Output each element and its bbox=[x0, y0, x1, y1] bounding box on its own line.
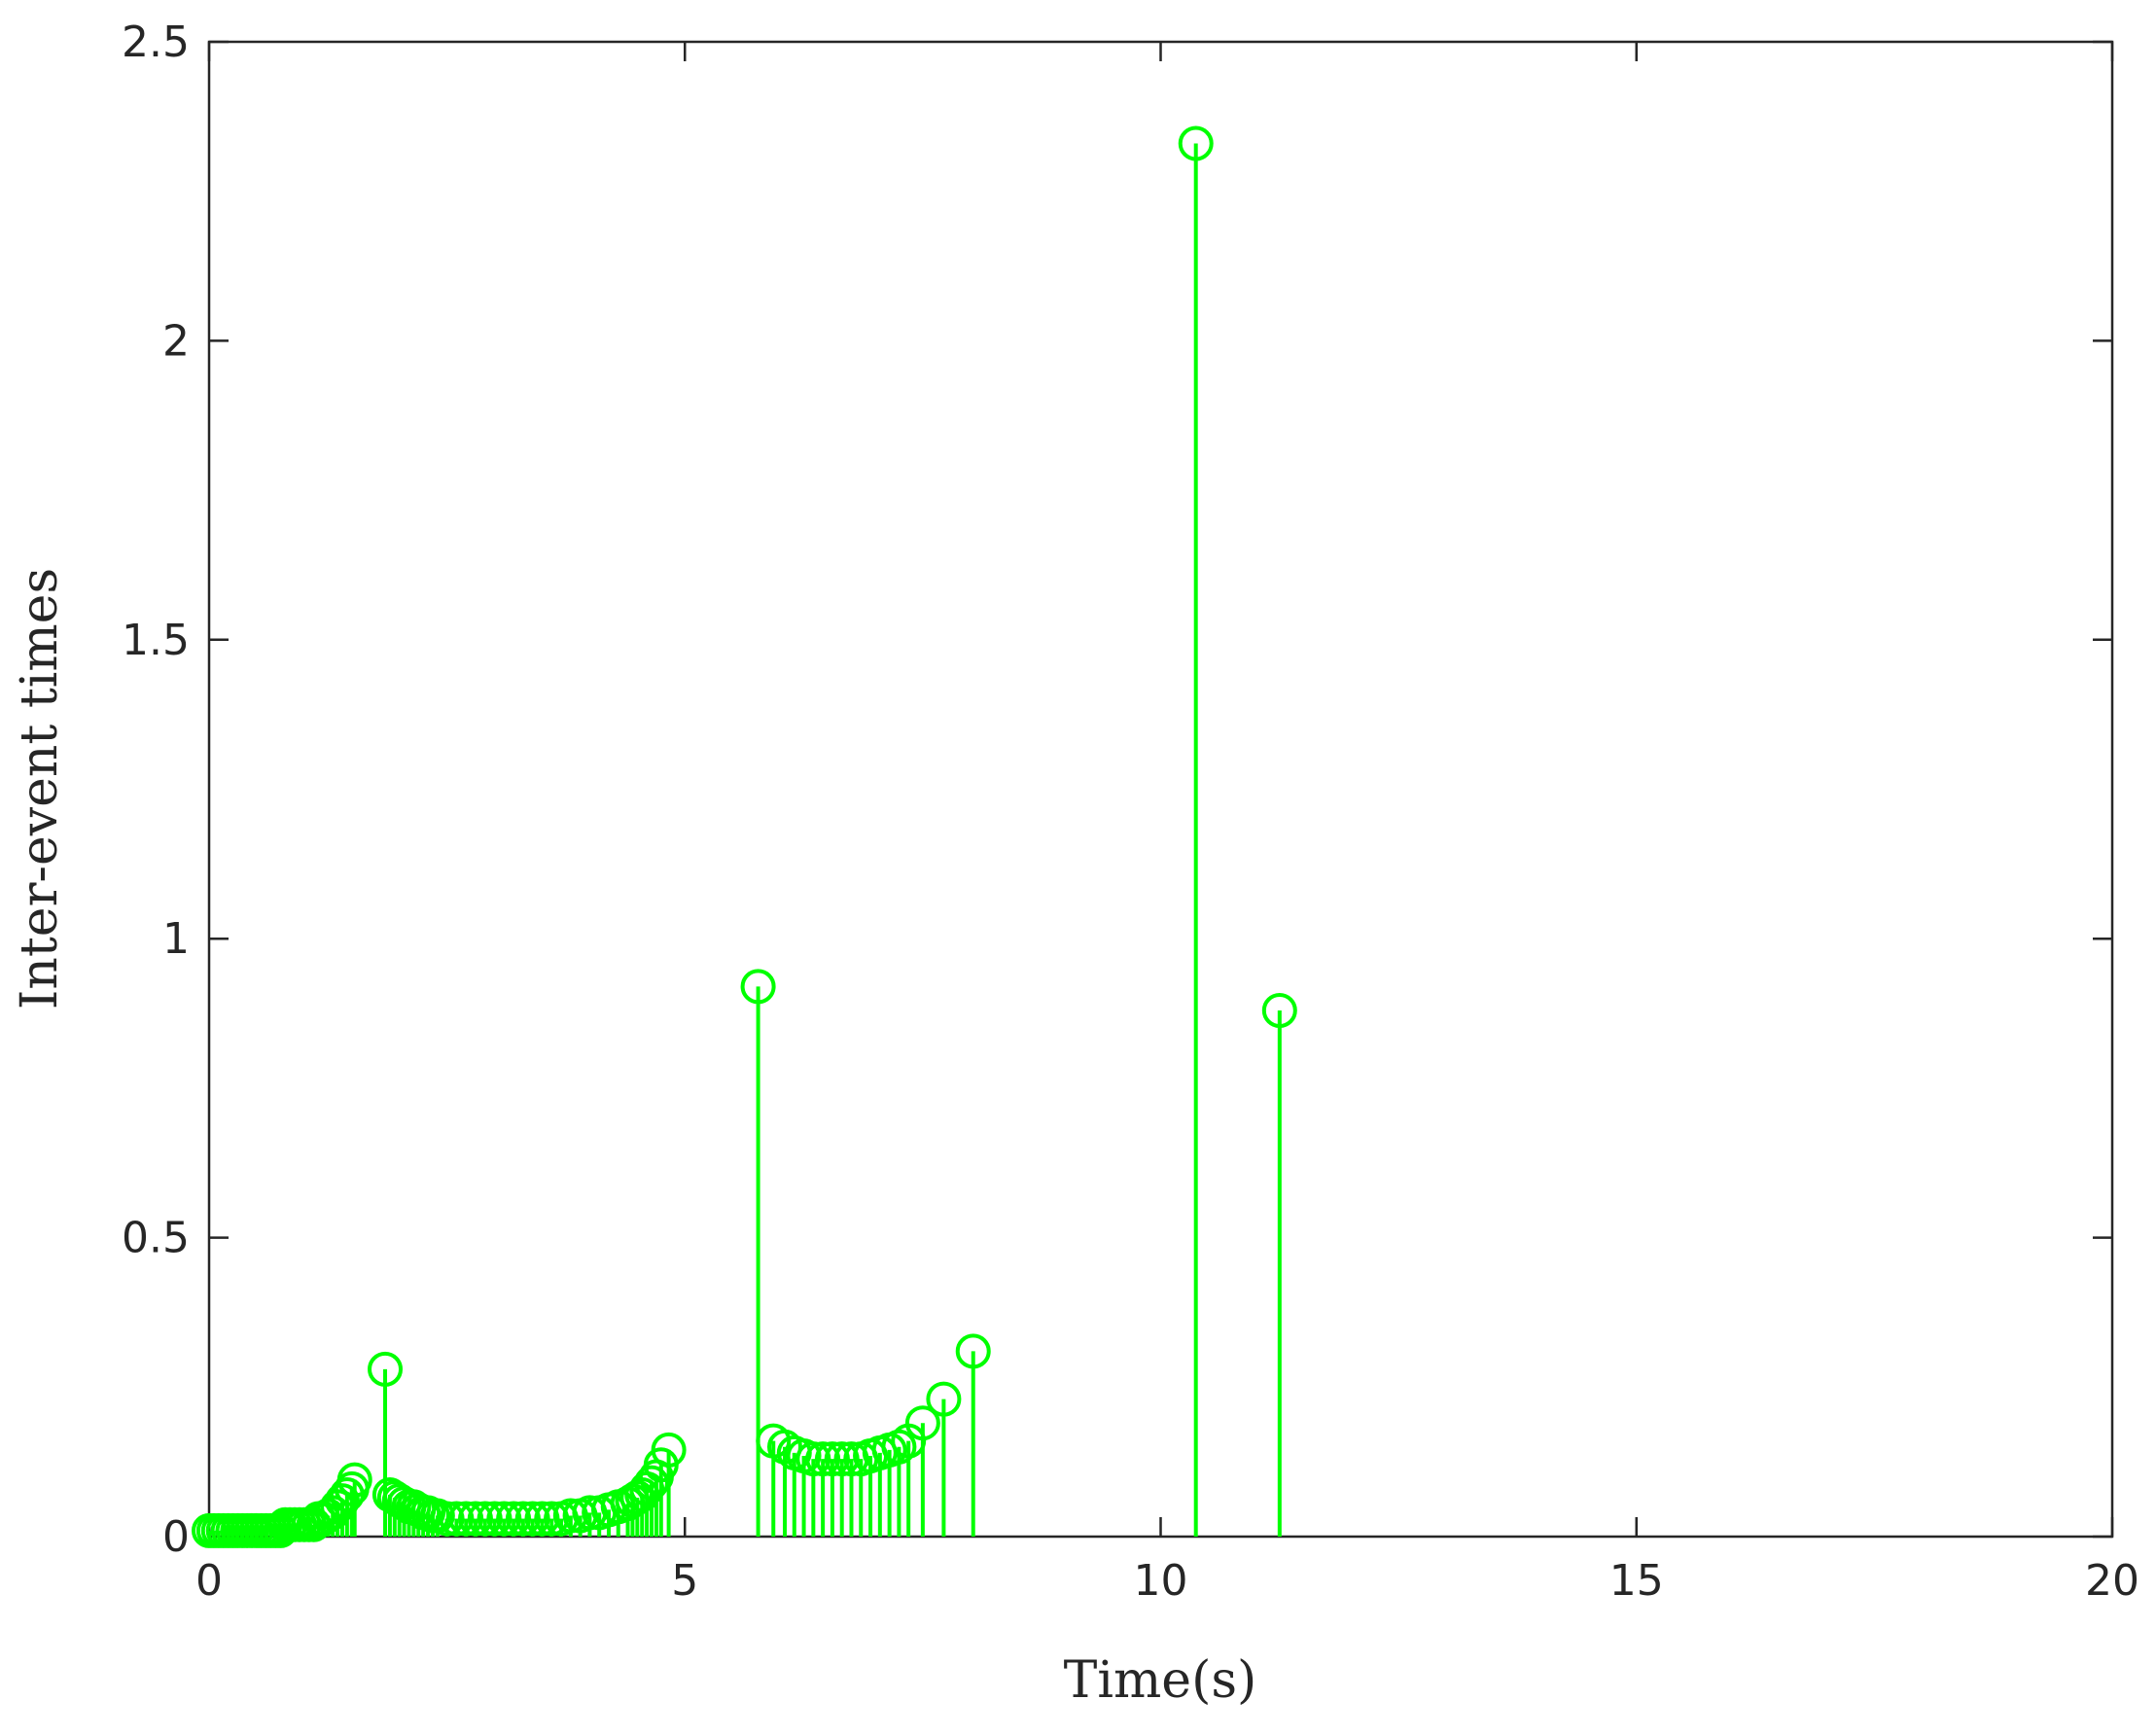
stem-marker bbox=[881, 1429, 917, 1465]
stem-marker bbox=[477, 1501, 512, 1537]
x-tick-label: 5 bbox=[671, 1556, 698, 1606]
stem-marker bbox=[805, 1441, 841, 1477]
stem-marker bbox=[814, 1441, 850, 1477]
stem-marker bbox=[824, 1441, 860, 1477]
stem-marker bbox=[514, 1501, 550, 1537]
y-tick-label: 0 bbox=[162, 1512, 190, 1562]
x-tick-label: 15 bbox=[1609, 1556, 1664, 1606]
stem-marker bbox=[505, 1501, 541, 1537]
stem-marker bbox=[955, 1333, 991, 1369]
stem-marker bbox=[368, 1351, 404, 1387]
y-tick-label: 0.5 bbox=[122, 1214, 190, 1263]
stem-marker bbox=[651, 1432, 687, 1468]
y-tick-label: 2.5 bbox=[122, 18, 190, 67]
stem-marker bbox=[429, 1501, 465, 1537]
x-tick-label: 0 bbox=[195, 1556, 223, 1606]
stem-marker bbox=[552, 1498, 588, 1534]
stem-marker bbox=[766, 1429, 802, 1465]
stem-marker bbox=[1261, 992, 1297, 1028]
axis-ticks: 0 5 10 15 20 0 0.5 1 1.5 2 2.5 bbox=[122, 18, 2139, 1606]
x-tick-label: 10 bbox=[1134, 1556, 1188, 1606]
stem-marker bbox=[524, 1501, 560, 1537]
stem-marker bbox=[795, 1441, 831, 1477]
plot-area bbox=[207, 40, 2114, 1539]
x-axis-label: Time(s) bbox=[1064, 1651, 1257, 1710]
stem-series bbox=[192, 125, 1297, 1548]
x-tick-label: 20 bbox=[2085, 1556, 2139, 1606]
stem-marker bbox=[496, 1501, 532, 1537]
stem-marker bbox=[457, 1501, 493, 1537]
stem-marker bbox=[448, 1501, 484, 1537]
stem-marker bbox=[336, 1462, 372, 1498]
y-tick-label: 2 bbox=[162, 316, 190, 366]
stem-marker bbox=[926, 1381, 962, 1417]
stem-marker bbox=[439, 1501, 475, 1537]
stem-marker bbox=[1178, 125, 1214, 161]
y-tick-label: 1 bbox=[162, 914, 190, 964]
y-axis-label: Inter-event times bbox=[11, 568, 69, 1009]
stem-marker bbox=[904, 1405, 940, 1441]
stem-marker bbox=[534, 1501, 570, 1537]
stem-marker bbox=[740, 969, 776, 1005]
stem-marker bbox=[486, 1501, 522, 1537]
stem-marker bbox=[467, 1501, 503, 1537]
stem-marker bbox=[324, 1483, 360, 1519]
y-tick-label: 1.5 bbox=[122, 616, 190, 665]
